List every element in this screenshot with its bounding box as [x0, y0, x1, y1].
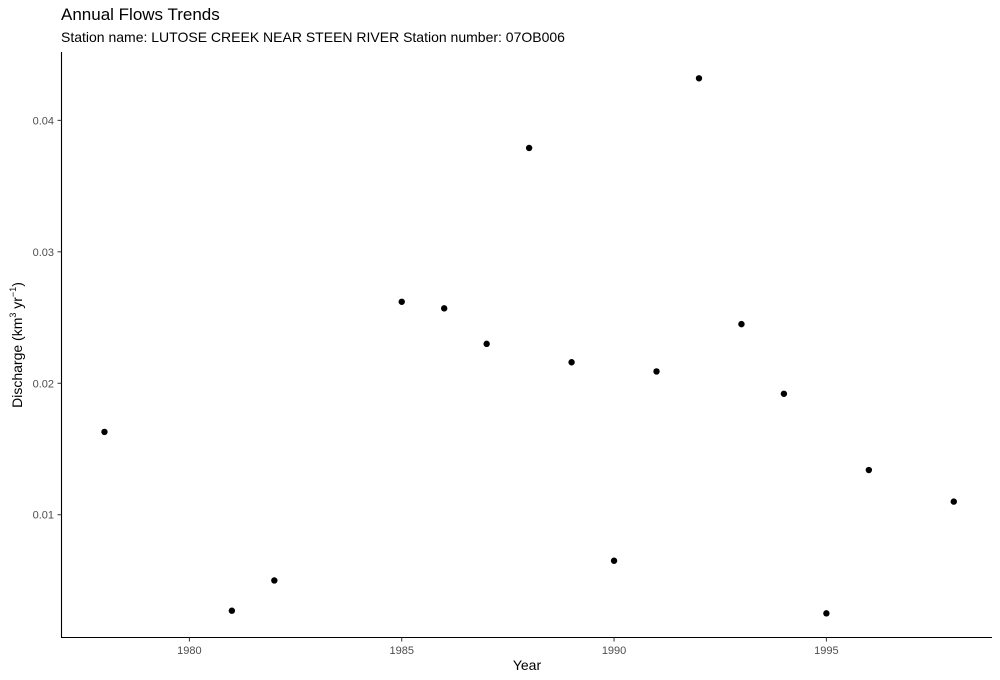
y-axis-title: Discharge (km3 yr−1)	[8, 282, 25, 408]
chart-subtitle: Station name: LUTOSE CREEK NEAR STEEN RI…	[61, 29, 565, 45]
x-axis-title: Year	[513, 657, 542, 673]
y-axis-title-sup2: −1	[8, 287, 18, 297]
y-tick-label: 0.02	[33, 378, 54, 390]
x-tick-label: 1995	[814, 645, 838, 657]
x-tick-label: 1990	[602, 645, 626, 657]
data-point	[738, 320, 745, 328]
data-point	[440, 305, 448, 312]
data-point	[101, 428, 108, 436]
axes	[60, 52, 992, 639]
x-tick-label: 1980	[177, 645, 201, 657]
y-axis-title-main: Discharge (km	[9, 318, 25, 408]
data-point	[780, 390, 788, 397]
x-ticks: 1980 1985 1990 1995	[177, 637, 839, 657]
y-tick-label: 0.03	[33, 247, 54, 259]
data-point	[610, 557, 618, 564]
data-point	[653, 368, 660, 375]
y-axis-title-sup1: 3	[8, 313, 18, 318]
data-point	[823, 610, 830, 617]
data-point	[271, 577, 278, 584]
data-point	[228, 607, 236, 614]
y-ticks: 0.01 0.02 0.03 0.04	[33, 115, 62, 522]
data-point	[483, 340, 490, 348]
chart-title: Annual Flows Trends	[61, 5, 220, 24]
data-point	[568, 359, 575, 366]
x-tick-label: 1985	[389, 645, 413, 657]
y-tick-label: 0.04	[33, 115, 54, 127]
y-axis-title-end: )	[9, 282, 25, 287]
data-point	[695, 75, 703, 82]
data-points	[101, 75, 957, 617]
data-point	[398, 298, 405, 305]
y-tick-label: 0.01	[33, 510, 54, 522]
data-point	[865, 466, 873, 474]
data-point	[950, 498, 957, 505]
data-point	[525, 144, 533, 152]
y-axis-title-mid: yr	[9, 297, 25, 313]
